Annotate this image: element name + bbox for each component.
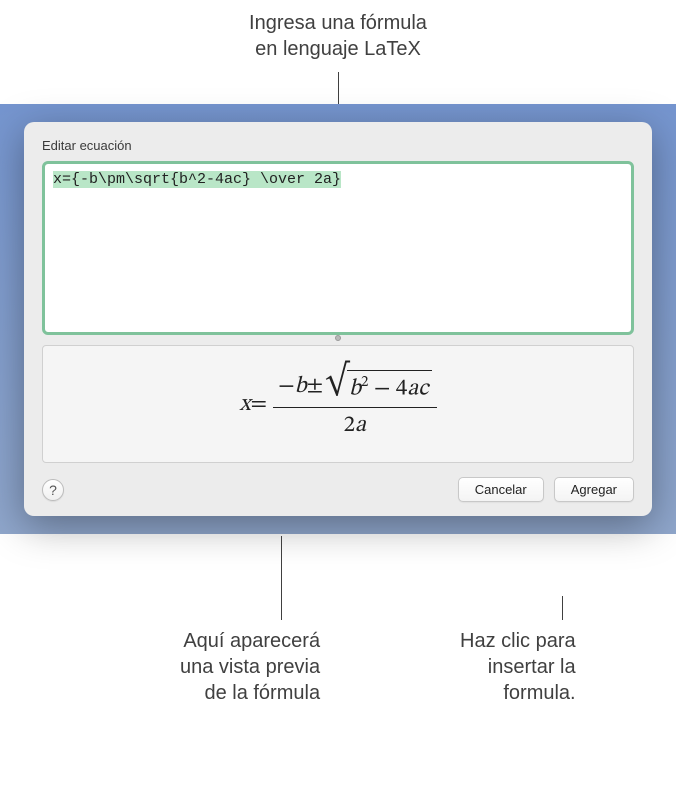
latex-input[interactable]: x={-b\pm\sqrt{b^2-4ac} \over 2a} bbox=[42, 161, 634, 335]
button-row: ? Cancelar Agregar bbox=[42, 477, 634, 502]
formula-fraction: −b ± √ b2 − 4ac 2a bbox=[273, 368, 436, 440]
callout-add-text: Haz clic para insertar la formula. bbox=[460, 622, 576, 706]
callout-line-top bbox=[338, 72, 339, 104]
help-icon: ? bbox=[49, 482, 57, 498]
formula-preview: x = −b ± √ b2 − 4ac 2a bbox=[42, 345, 634, 463]
formula-denominator: 2a bbox=[339, 408, 371, 440]
help-button[interactable]: ? bbox=[42, 479, 64, 501]
equation-dialog: Editar ecuación x={-b\pm\sqrt{b^2-4ac} \… bbox=[24, 122, 652, 516]
rendered-formula: x = −b ± √ b2 − 4ac 2a bbox=[239, 368, 436, 440]
formula-equals: = bbox=[251, 390, 268, 419]
callout-preview-text: Aquí aparecerá una vista previa de la fó… bbox=[180, 622, 320, 706]
formula-sqrt: √ b2 − 4ac bbox=[325, 369, 431, 404]
formula-numerator: −b ± √ b2 − 4ac bbox=[273, 368, 436, 408]
dialog-title: Editar ecuación bbox=[42, 138, 634, 153]
callout-top-text: Ingresa una fórmula en lenguaje LaTeX bbox=[0, 0, 676, 68]
cancel-button[interactable]: Cancelar bbox=[458, 477, 544, 502]
callout-line-add bbox=[562, 596, 563, 620]
formula-lhs: x bbox=[239, 390, 250, 419]
desktop-background: Editar ecuación x={-b\pm\sqrt{b^2-4ac} \… bbox=[0, 104, 676, 534]
callout-line-preview bbox=[281, 536, 282, 620]
add-button[interactable]: Agregar bbox=[554, 477, 634, 502]
latex-input-text: x={-b\pm\sqrt{b^2-4ac} \over 2a} bbox=[53, 171, 341, 188]
